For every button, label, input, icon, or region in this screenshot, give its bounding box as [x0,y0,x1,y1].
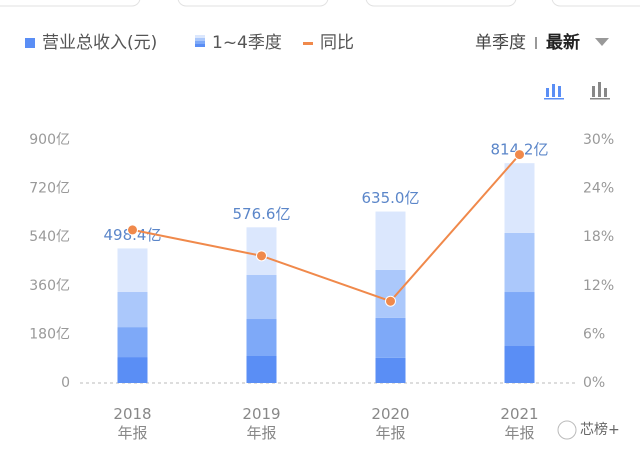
bar-segment [375,357,406,383]
tab-frame [551,0,640,7]
y-tick-label: 900亿 [29,132,70,148]
bar-segment [375,317,406,358]
legend-swatch [195,35,205,38]
y2-tick-label: 6% [583,326,605,342]
bar-segment [246,319,277,356]
x-tick-label: 2019 年报 [242,405,281,442]
legend-swatch [195,44,205,47]
bar-segment [504,163,535,233]
sort-toggle[interactable]: 最新 [546,32,580,53]
legend-swatch [25,38,35,48]
bar-segment [117,327,148,358]
separator [535,37,537,49]
bar-segment [117,357,148,383]
x-tick-label: 2020 年报 [371,405,410,442]
y-tick-label: 360亿 [29,278,70,294]
tab-frame [0,0,141,7]
bar-segment [246,356,277,383]
bar-segment [117,292,148,328]
x-tick-label: 2021 年报 [500,405,539,442]
y2-tick-label: 18% [583,229,614,245]
legend-swatch [303,42,313,45]
bar-segment [246,275,277,320]
dropdown-arrow[interactable] [595,38,609,46]
legend-label: 1~4季度 [212,33,282,53]
yoy-point [256,250,267,262]
tab-frame [177,0,329,7]
value-label: 576.6亿 [233,205,291,223]
y2-tick-label: 30% [583,132,614,148]
yoy-point [514,149,525,161]
x-tick-label: 2018 年报 [113,405,152,442]
yoy-line [132,153,521,303]
yoy-point [127,224,138,236]
view-toggle[interactable]: 单季度 [475,33,526,53]
legend-swatch [195,38,205,41]
bar-segment [504,292,535,347]
watermark: 芯榜+ [580,421,620,438]
bar-segment [504,346,535,383]
bar-segment [117,248,148,293]
y-tick-label: 180亿 [29,326,70,342]
bar-segment [375,269,406,318]
bar-segment [375,211,406,270]
value-label: 635.0亿 [362,189,420,207]
legend-swatch [195,41,205,44]
bar-icon[interactable] [544,84,564,100]
yoy-point [385,295,396,307]
tab-frame [365,0,517,7]
y-tick-label: 540亿 [29,229,70,245]
y2-tick-label: 24% [583,181,614,197]
legend-label: 同比 [320,33,354,53]
y2-tick-label: 12% [583,278,614,294]
y2-tick-label: 0% [583,375,605,391]
bar-icon[interactable] [590,82,610,100]
watermark-icon [557,420,577,440]
y-tick-label: 720亿 [29,181,70,197]
bar-segment [504,232,535,293]
y-tick-label: 0 [61,375,70,391]
legend-label: 营业总收入(元) [42,33,157,53]
